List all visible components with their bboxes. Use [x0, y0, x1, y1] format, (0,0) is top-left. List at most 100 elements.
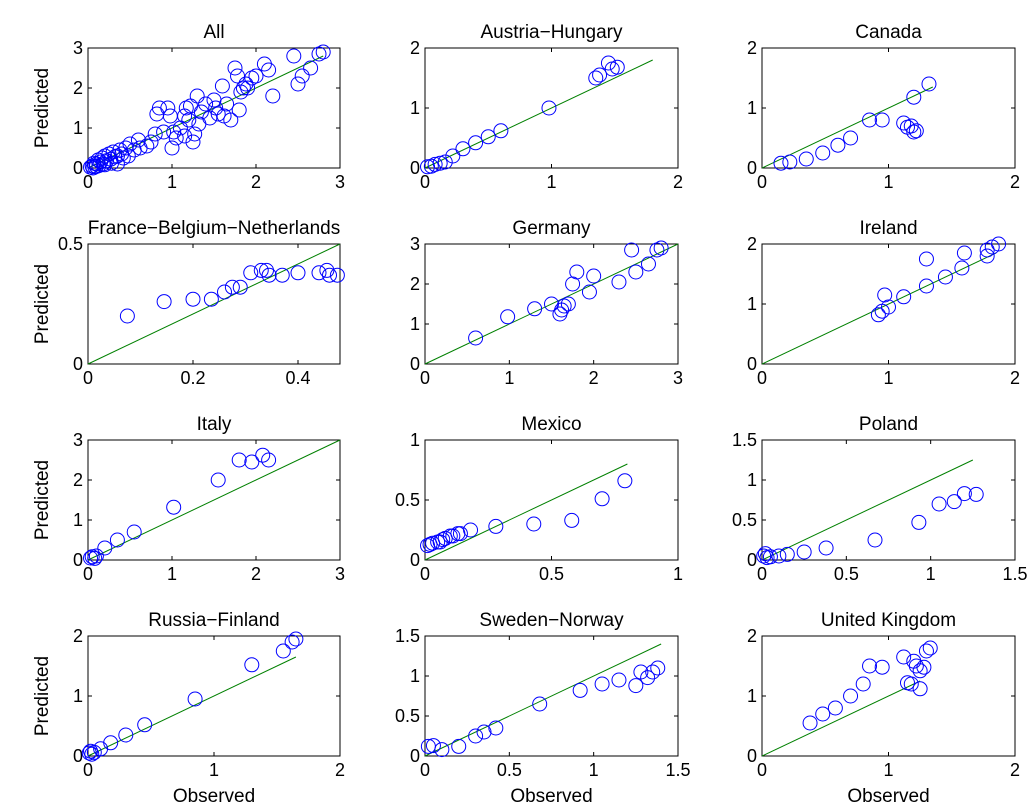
y-axis-label: Predicted	[32, 68, 53, 148]
data-point	[118, 727, 134, 743]
data-point	[617, 473, 633, 489]
y-tick-label: 1	[410, 666, 420, 686]
data-point	[284, 634, 300, 650]
data-point	[261, 452, 277, 468]
x-tick-label: 1	[209, 760, 219, 780]
plot-frame	[761, 439, 1016, 561]
data-point	[912, 663, 928, 679]
data-point	[862, 112, 878, 128]
data-point	[232, 279, 248, 295]
x-tick-label: 0.5	[497, 760, 522, 780]
data-point	[156, 294, 172, 310]
x-tick-label: 0	[757, 760, 767, 780]
x-tick-label: 2	[1010, 760, 1020, 780]
data-point	[956, 245, 972, 261]
data-point	[896, 289, 912, 305]
x-tick-label: 0	[420, 368, 430, 388]
data-point	[476, 724, 492, 740]
data-point	[185, 134, 201, 150]
data-point	[97, 540, 113, 556]
data-point	[151, 100, 167, 116]
data-point	[274, 267, 290, 283]
data-point	[867, 532, 883, 548]
data-point	[918, 278, 934, 294]
data-point	[259, 262, 274, 278]
x-tick-label: 1.5	[1002, 564, 1027, 584]
data-point	[756, 548, 772, 564]
data-point	[532, 696, 548, 712]
data-point	[435, 532, 451, 548]
data-point	[290, 265, 306, 281]
data-point	[954, 260, 970, 276]
data-point	[628, 678, 644, 694]
data-point	[827, 700, 843, 716]
x-tick-label: 0	[420, 564, 430, 584]
data-point	[189, 88, 205, 104]
y-tick-label: 1	[747, 470, 757, 490]
y-tick-label: 1.5	[395, 626, 420, 646]
y-tick-label: 1.5	[732, 430, 757, 450]
y-tick-label: 0	[410, 354, 420, 374]
data-point	[874, 112, 890, 128]
x-tick-label: 3	[335, 172, 345, 192]
data-point	[261, 267, 277, 283]
reference-line	[761, 86, 933, 169]
chart-title: Ireland	[859, 218, 917, 239]
x-tick-label: 1	[883, 368, 893, 388]
reference-line	[87, 656, 297, 757]
data-point	[437, 154, 453, 170]
data-point	[198, 96, 214, 112]
data-point	[425, 738, 441, 754]
data-point	[119, 308, 135, 324]
y-tick-label: 0	[73, 746, 83, 766]
x-tick-label: 2	[1010, 172, 1020, 192]
data-point	[773, 155, 789, 171]
y-tick-label: 1	[73, 118, 83, 138]
x-tick-label: 1	[883, 760, 893, 780]
y-tick-label: 2	[410, 274, 420, 294]
y-tick-label: 0.5	[395, 490, 420, 510]
data-point	[109, 532, 125, 548]
data-point	[177, 128, 193, 144]
data-point	[908, 123, 924, 139]
y-tick-label: 2	[73, 470, 83, 490]
reference-line	[424, 59, 653, 169]
y-tick-label: 0	[73, 158, 83, 178]
plot-frame	[424, 635, 679, 757]
x-tick-label: 3	[335, 564, 345, 584]
data-point	[843, 688, 859, 704]
data-point	[588, 70, 604, 86]
y-tick-label: 1	[410, 98, 420, 118]
data-point	[609, 59, 625, 75]
data-point	[230, 68, 246, 84]
data-point	[214, 78, 230, 94]
x-tick-label: 1	[589, 760, 599, 780]
y-axis-label: Predicted	[32, 264, 53, 344]
data-point	[97, 157, 113, 173]
data-point	[906, 124, 922, 140]
y-tick-label: 2	[73, 78, 83, 98]
data-point	[224, 279, 240, 295]
data-point	[162, 108, 178, 124]
data-point	[918, 251, 934, 267]
data-point	[903, 676, 919, 692]
reference-line	[424, 643, 662, 757]
reference-line	[761, 680, 921, 757]
data-point	[104, 155, 120, 171]
data-point	[187, 691, 203, 707]
data-point	[294, 68, 310, 84]
data-point	[286, 48, 302, 64]
chart-title: Sweden−Norway	[479, 610, 624, 631]
data-point	[329, 267, 345, 283]
data-point	[88, 548, 104, 564]
data-point	[139, 138, 155, 154]
reference-line	[424, 463, 628, 561]
x-tick-label: 0	[83, 368, 93, 388]
data-point	[628, 264, 644, 280]
x-tick-label: 0	[757, 172, 767, 192]
y-tick-label: 1	[73, 686, 83, 706]
data-point	[855, 676, 871, 692]
data-point	[210, 472, 226, 488]
data-point	[653, 240, 669, 256]
